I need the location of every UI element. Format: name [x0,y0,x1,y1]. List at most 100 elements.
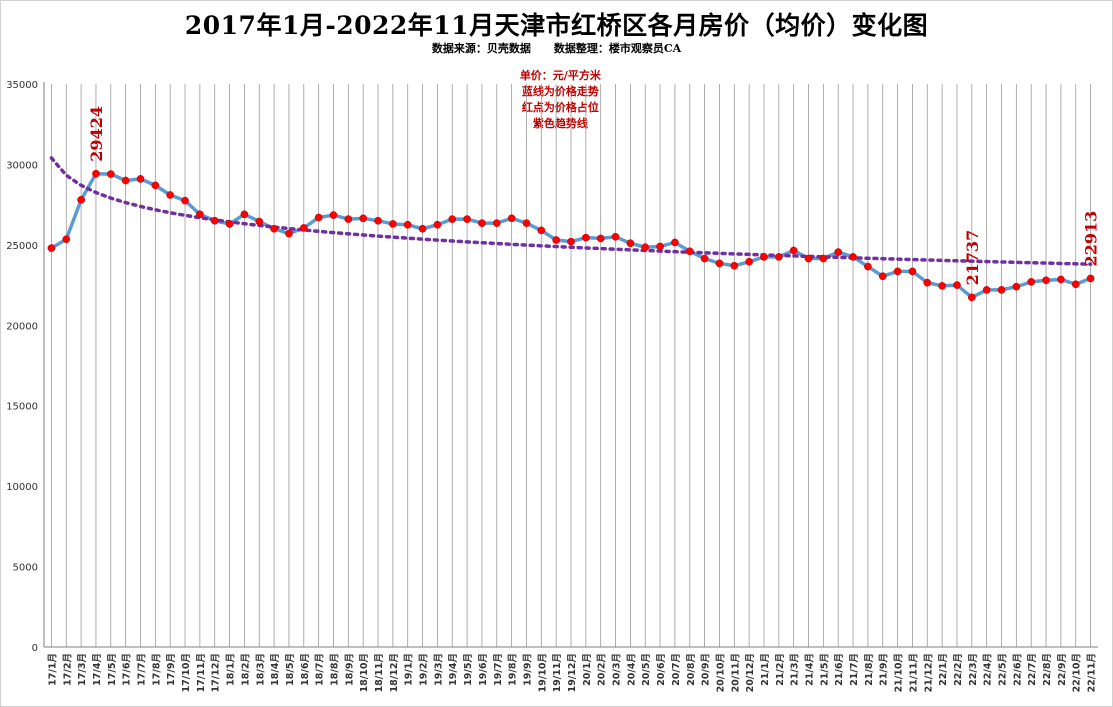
x-tick-label: 17/8月 [151,653,162,686]
x-tick-label: 19/6月 [478,653,489,686]
y-tick-label: 30000 [6,160,38,171]
price-marker [478,219,486,227]
y-tick-label: 25000 [6,241,38,252]
price-marker [804,254,813,263]
price-marker [626,239,635,248]
price-marker [403,220,412,229]
price-marker [997,286,1006,294]
x-tick-label: 18/11月 [374,653,385,692]
x-tick-label: 18/12月 [389,653,400,692]
data-label: 21737 [963,230,982,286]
x-tick-label: 21/3月 [790,653,801,686]
price-marker [344,215,353,223]
x-tick-label: 18/4月 [270,653,281,686]
price-marker [1042,276,1050,285]
x-tick-label: 19/4月 [448,653,459,686]
price-marker [418,224,427,233]
x-tick-label: 19/10月 [537,653,548,692]
source-note: 数据来源：贝壳数据 数据整理：楼市观察员CA [431,42,682,55]
x-tick-label: 22/5月 [998,653,1009,686]
x-tick-label: 18/8月 [329,653,340,686]
x-tick-label: 21/11月 [908,653,919,692]
x-tick-label: 18/7月 [315,653,326,686]
x-tick-label: 20/11月 [730,653,741,692]
x-tick-label: 19/3月 [433,653,444,686]
price-marker [106,170,115,178]
price-marker [196,210,204,219]
price-marker [47,244,56,252]
x-tick-label: 22/1月 [938,653,949,686]
price-marker [923,278,932,287]
x-tick-label: 21/12月 [923,653,934,692]
price-marker [908,267,917,276]
data-label: 22913 [1082,211,1101,267]
y-tick-label: 10000 [6,482,38,493]
price-marker [715,259,724,268]
price-marker [982,286,991,294]
x-tick-label: 17/12月 [211,653,222,692]
x-tick-label: 21/10月 [894,653,905,692]
x-tick-label: 22/4月 [983,653,994,686]
price-marker [730,261,739,270]
x-tick-label: 18/3月 [255,653,266,686]
x-tick-label: 21/2月 [775,653,786,686]
price-marker [463,215,471,223]
price-marker [611,232,620,241]
price-marker [537,226,546,235]
price-marker [329,211,338,219]
x-tick-label: 20/6月 [656,653,667,686]
x-tick-label: 20/3月 [612,653,623,686]
x-tick-label: 17/7月 [136,653,147,686]
x-tick-label: 17/11月 [196,653,207,692]
price-marker [62,235,71,244]
price-marker [938,282,946,290]
x-tick-label: 18/9月 [344,653,355,686]
y-tick-label: 5000 [13,563,38,574]
x-tick-label: 17/4月 [92,653,103,686]
price-marker [255,217,264,226]
price-marker [789,246,798,255]
x-tick-label: 20/10月 [715,653,726,692]
x-tick-label: 17/1月 [47,653,58,686]
price-marker [1027,278,1036,286]
x-tick-label: 22/9月 [1057,653,1068,686]
price-marker [448,215,457,223]
trend-line [49,156,1093,266]
purple-trend-note: 紫色趋势线 [532,117,588,130]
price-marker [1012,282,1021,291]
x-tick-label: 19/7月 [493,653,504,686]
price-marker [1086,274,1095,283]
y-tick-label: 15000 [6,402,38,413]
price-marker [433,220,442,229]
x-tick-label: 17/2月 [62,653,73,686]
x-tick-label: 19/1月 [404,653,415,686]
price-marker [878,272,887,281]
price-marker [834,248,843,256]
x-tick-label: 19/5月 [463,653,474,686]
x-tick-label: 18/10月 [359,653,370,692]
x-tick-label: 21/6月 [834,653,845,686]
x-tick-label: 17/5月 [107,653,118,686]
x-tick-label: 17/10月 [181,653,192,692]
x-tick-label: 20/5月 [641,653,652,686]
x-tick-label: 22/2月 [953,653,964,686]
price-marker [893,267,902,276]
x-tick-label: 19/8月 [508,653,519,686]
x-tick-label: 17/6月 [122,653,133,686]
price-marker [656,242,664,251]
price-marker [92,169,100,178]
price-marker [864,262,872,271]
price-marker [596,234,605,243]
price-marker [671,238,679,247]
x-tick-label: 17/3月 [77,653,88,686]
price-marker [121,176,130,185]
x-tick-label: 18/6月 [300,653,311,686]
price-marker [166,191,175,199]
price-marker [641,243,650,252]
price-marker [1071,280,1080,289]
x-tick-label: 20/7月 [671,653,682,686]
price-marker [1057,275,1065,284]
price-marker [700,254,709,263]
price-marker [567,237,575,246]
